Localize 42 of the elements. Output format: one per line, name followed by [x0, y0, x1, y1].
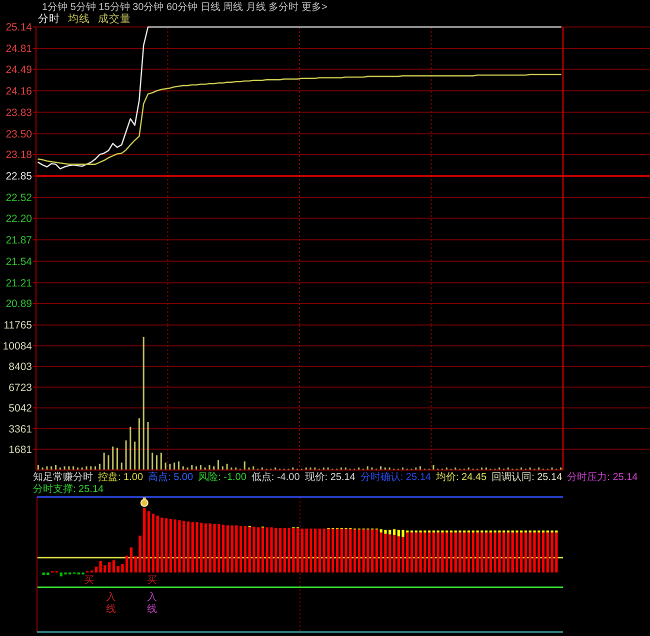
text: 线: [147, 603, 157, 615]
text: 入: [106, 591, 116, 603]
text: 均线: [67, 12, 90, 25]
y-tick-label: 23.18: [6, 149, 32, 162]
text: 回调认同: 25.14: [492, 471, 563, 483]
text: 1分钟 5分钟 15分钟 30分钟 60分钟 日线 周线 月线 多分时 更多>: [42, 1, 328, 13]
text: 分时支撑: 25.14: [33, 483, 104, 495]
text: 分时确认: 25.14: [360, 471, 432, 483]
y-tick-label: 21.87: [6, 234, 32, 246]
chart-title: 知足常赚分时: [33, 471, 93, 483]
text: 成交量: [98, 12, 131, 25]
y-tick-label: 21.54: [6, 256, 32, 268]
y-tick-label: 6723: [8, 382, 32, 394]
y-tick-label: 5042: [8, 402, 32, 415]
text: 高点: 5.00: [148, 471, 194, 483]
y-tick-label: 23.50: [6, 128, 32, 140]
y-tick-label: 10084: [2, 340, 32, 352]
y-tick-label: 1681: [8, 444, 32, 456]
annotation: 买: [147, 575, 157, 586]
text: 均价: 24.45: [434, 471, 487, 483]
y-tick-label: 24.16: [6, 85, 32, 98]
y-tick-label: 8403: [8, 361, 32, 374]
annotation: 买: [84, 575, 94, 586]
text: 分时压力: 25.14: [567, 471, 638, 483]
y-tick-label: 3361: [8, 423, 32, 436]
y-tick-label: 22.52: [6, 192, 32, 204]
text: 线: [106, 603, 116, 615]
y-tick-label: 11765: [4, 320, 32, 332]
y-tick-label: 24.81: [6, 43, 32, 56]
y-tick-label: 21.21: [6, 277, 32, 290]
text: 控盘: 1.00: [98, 471, 144, 483]
text: 现价: 25.14: [304, 471, 356, 483]
text: 入: [147, 591, 157, 603]
y-tick-label: 25.14: [6, 22, 32, 34]
text: 分时: [38, 12, 60, 25]
y-tick-label: 22.85: [6, 170, 32, 183]
text: 风险: -1.00: [198, 471, 247, 483]
y-tick-label: 22.20: [6, 212, 32, 225]
y-tick-label: 23.83: [6, 106, 32, 119]
y-tick-label: 20.89: [6, 298, 32, 310]
text: 低点: -4.00: [251, 471, 300, 483]
y-tick-label: 24.49: [6, 64, 32, 76]
